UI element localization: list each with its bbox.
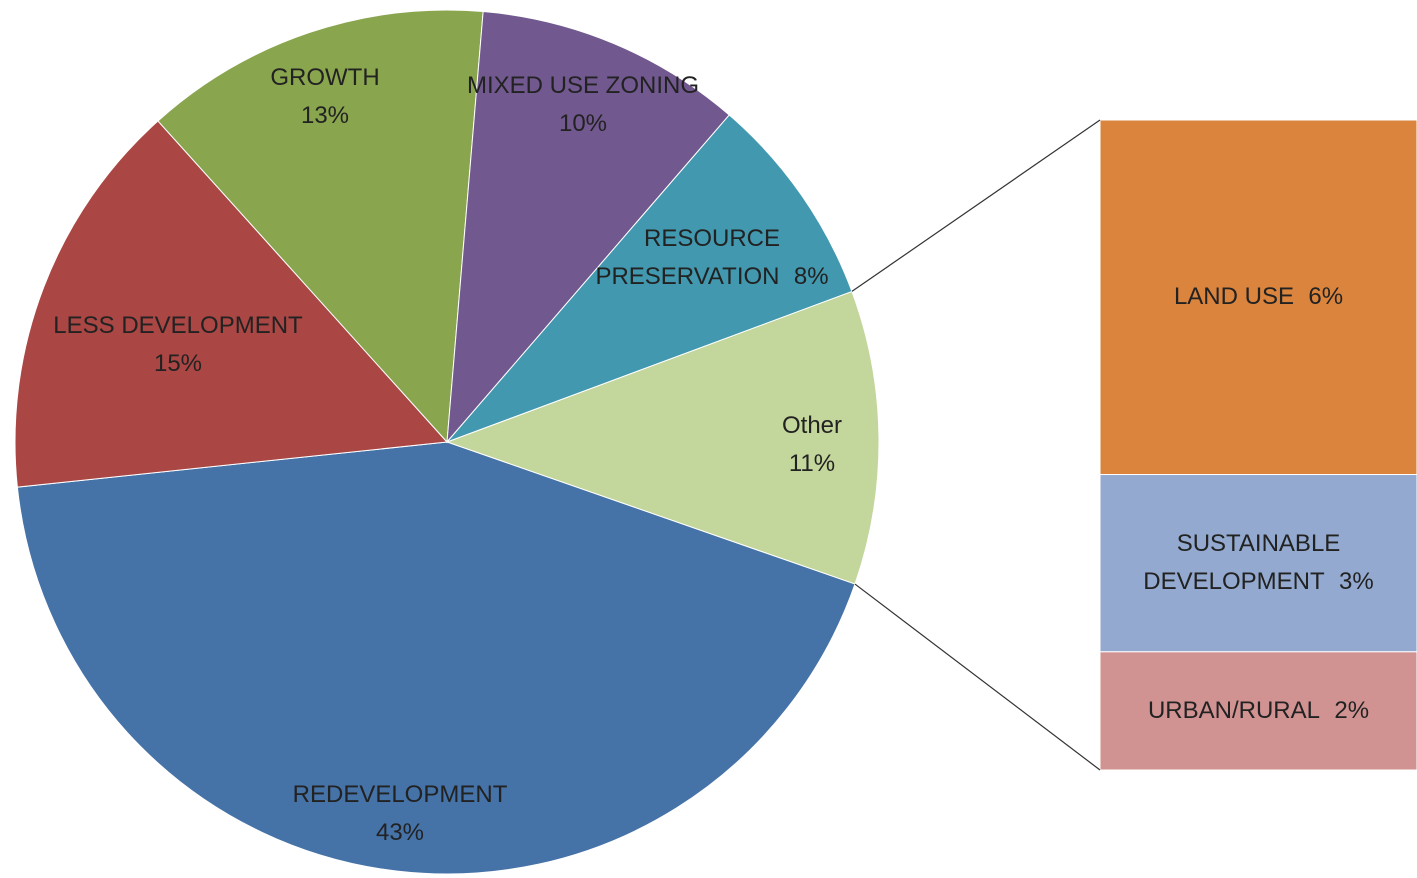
data-label: URBAN/RURAL 2% [1109,692,1409,730]
value-label: 15% [153,350,203,377]
pie-slice [14,120,449,488]
bar-segment [1099,119,1417,476]
connector-line [854,583,1101,771]
category-label: REDEVELOPMENT [292,781,508,808]
pie-slice [446,10,730,444]
value-label: 13% [300,102,350,129]
data-label: GROWTH 13% [270,59,379,135]
value-label: 10% [558,110,608,137]
connector-line [851,119,1101,292]
value-label: 6% [1308,283,1344,311]
data-label: Other 11% [782,407,842,483]
value-label: 3% [1339,568,1374,596]
data-label: SUSTAINABLE DEVELOPMENT 3% [1109,525,1409,601]
category-label: MIXED USE ZONING [466,72,700,99]
category-label: LESS DEVELOPMENT [53,312,303,339]
bar-segment [1099,474,1417,653]
category-label: Other [781,412,843,439]
category-label: SUSTAINABLE DEVELOPMENT [1143,530,1341,596]
value-label: 43% [375,819,425,846]
category-label: URBAN/RURAL [1147,696,1320,724]
bar-segment [1099,651,1417,771]
value-label: 8% [793,263,829,290]
value-label: 2% [1334,696,1370,724]
category-label: RESOURCE PRESERVATION [595,225,781,290]
data-label: REDEVELOPMENT 43% [293,776,508,852]
category-label: GROWTH [270,64,380,91]
pie-slice [16,441,856,875]
value-label: 11% [788,450,836,477]
pie-slice [445,290,880,585]
data-label: MIXED USE ZONING 10% [467,67,699,143]
category-label: LAND USE [1173,283,1294,311]
data-label: LESS DEVELOPMENT 15% [53,307,302,383]
data-label: LAND USE 6% [1109,278,1409,316]
pie-slice [446,114,853,443]
data-label: RESOURCE PRESERVATION 8% [567,220,857,296]
pie-slice [157,9,484,444]
